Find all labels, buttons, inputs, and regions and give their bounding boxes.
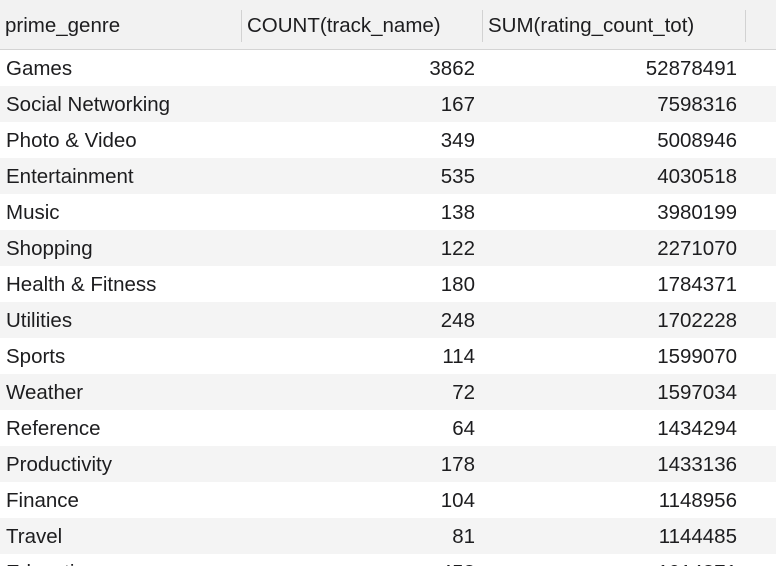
table-row[interactable]: Productivity 178 1433136 [0,446,776,482]
cell-count-track-name[interactable]: 178 [440,453,475,476]
table-row[interactable]: Entertainment 535 4030518 [0,158,776,194]
table-row[interactable]: Social Networking 167 7598316 [0,86,776,122]
cell-sum-rating-count-tot[interactable]: 3980199 [657,201,737,224]
table-row[interactable]: Sports 114 1599070 [0,338,776,374]
cell-count-track-name[interactable]: 81 [452,525,475,548]
cell-count-track-name[interactable]: 248 [440,309,475,332]
column-header-prime-genre[interactable]: prime_genre [5,14,121,37]
cell-sum-rating-count-tot[interactable]: 1784371 [657,273,737,296]
cell-sum-rating-count-tot[interactable]: 1014371 [657,554,737,566]
cell-sum-rating-count-tot[interactable]: 1599070 [657,345,737,368]
cell-prime-genre[interactable]: Health & Fitness [6,273,157,296]
cell-sum-rating-count-tot[interactable]: 7598316 [657,93,737,116]
cell-sum-rating-count-tot[interactable]: 1148956 [658,489,737,512]
cell-count-track-name[interactable]: 72 [452,381,475,404]
cell-prime-genre[interactable]: Social Networking [6,93,171,116]
cell-prime-genre[interactable]: Weather [6,381,84,404]
cell-prime-genre[interactable]: Games [6,57,73,80]
table-row[interactable]: Music 138 3980199 [0,194,776,230]
cell-prime-genre[interactable]: Finance [6,489,79,512]
cell-prime-genre[interactable]: Photo & Video [6,129,137,152]
table-row[interactable]: Photo & Video 349 5008946 [0,122,776,158]
column-header-count-track-name[interactable]: COUNT(track_name) [247,14,441,37]
column-divider[interactable] [482,10,483,42]
column-divider[interactable] [241,10,242,42]
table-row[interactable]: Travel 81 1144485 [0,518,776,554]
cell-count-track-name[interactable]: 349 [440,129,475,152]
cell-count-track-name[interactable]: 453 [441,554,475,566]
column-header-sum-rating-count-tot[interactable]: SUM(rating_count_tot) [488,14,695,37]
table-row[interactable]: Shopping 122 2271070 [0,230,776,266]
cell-prime-genre[interactable]: Reference [6,417,101,440]
table-header: prime_genre COUNT(track_name) SUM(rating… [0,0,776,50]
table-row[interactable]: Utilities 248 1702228 [0,302,776,338]
cell-sum-rating-count-tot[interactable]: 2271070 [657,237,737,260]
cell-sum-rating-count-tot[interactable]: 1597034 [657,381,737,404]
cell-count-track-name[interactable]: 104 [440,489,475,512]
column-divider[interactable] [745,10,746,42]
cell-sum-rating-count-tot[interactable]: 4030518 [657,165,737,188]
cell-count-track-name[interactable]: 180 [440,273,475,296]
cell-prime-genre[interactable]: Productivity [6,453,112,476]
cell-prime-genre[interactable]: Sports [6,345,66,368]
cell-prime-genre[interactable]: Shopping [6,237,93,260]
table-row[interactable]: Health & Fitness 180 1784371 [0,266,776,302]
table-row[interactable]: Reference 64 1434294 [0,410,776,446]
cell-prime-genre[interactable]: Entertainment [6,165,134,188]
cell-prime-genre[interactable]: Travel [6,525,63,548]
cell-sum-rating-count-tot[interactable]: 52878491 [645,57,737,80]
cell-count-track-name[interactable]: 535 [440,165,475,188]
table-row[interactable]: Games 3862 52878491 [0,50,776,86]
cell-sum-rating-count-tot[interactable]: 1433136 [657,453,737,476]
cell-prime-genre[interactable]: Education [6,554,97,566]
table-row[interactable]: Weather 72 1597034 [0,374,776,410]
cell-sum-rating-count-tot[interactable]: 5008946 [657,129,737,152]
cell-prime-genre[interactable]: Utilities [6,309,73,332]
cell-count-track-name[interactable]: 3862 [429,57,475,80]
cell-count-track-name[interactable]: 167 [440,93,475,116]
cell-count-track-name[interactable]: 138 [440,201,475,224]
table-row[interactable]: Finance 104 1148956 [0,482,776,518]
cell-sum-rating-count-tot[interactable]: 1434294 [657,417,737,440]
cell-count-track-name[interactable]: 64 [452,417,475,440]
cell-count-track-name[interactable]: 114 [442,345,475,368]
cell-sum-rating-count-tot[interactable]: 1144485 [658,525,737,548]
cell-count-track-name[interactable]: 122 [440,237,475,260]
table-body: Games 3862 52878491 Social Networking 167 759… [0,50,776,566]
table-row[interactable]: Education 453 1014371 [0,554,776,566]
cell-sum-rating-count-tot[interactable]: 1702228 [657,309,737,332]
cell-prime-genre[interactable]: Music [6,201,60,224]
